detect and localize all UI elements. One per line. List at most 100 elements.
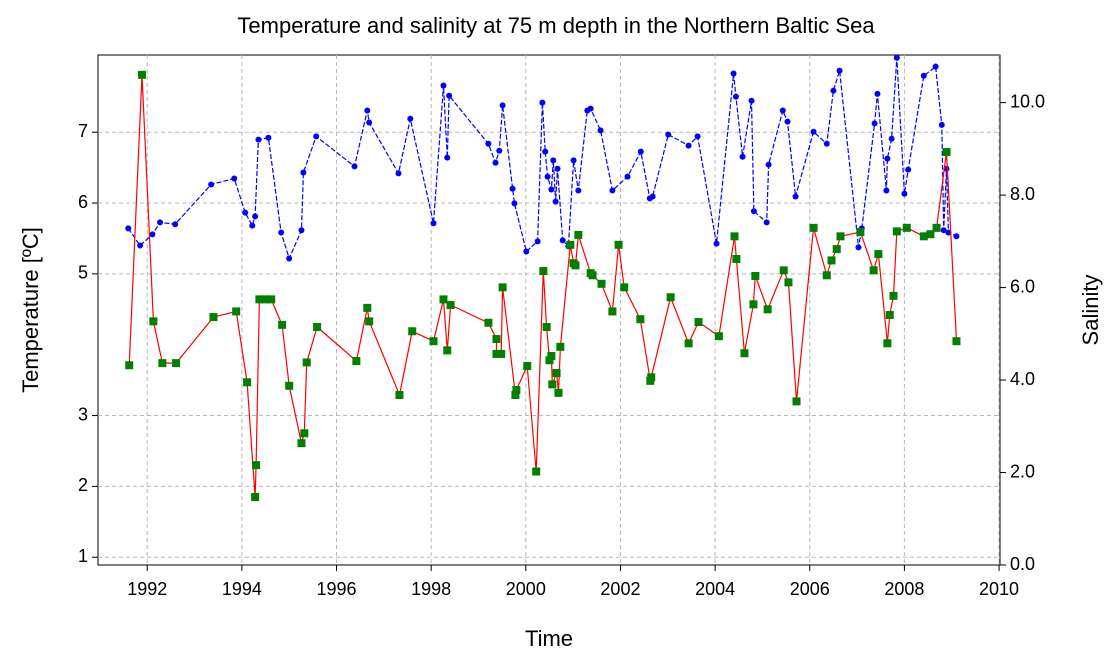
point [730,70,737,77]
point [300,169,307,176]
point [883,187,890,194]
point [446,92,453,99]
point [439,295,448,304]
point [298,227,305,234]
point [624,173,631,180]
point [588,271,597,280]
point [556,342,565,351]
point [252,461,261,470]
point [792,397,801,406]
point [750,208,757,215]
point [905,166,912,173]
point [684,339,693,348]
x-tick-label: 1992 [127,579,167,599]
point [137,242,144,249]
point [252,213,259,220]
point [509,185,516,192]
point [364,107,371,114]
point [156,219,163,226]
point [550,157,557,164]
point [869,266,878,275]
point [484,318,493,327]
point [492,159,499,166]
x-axis-label: Time [525,626,573,651]
point [492,349,501,358]
point [836,67,843,74]
point [649,193,656,200]
point [429,337,438,346]
point [511,391,520,399]
point [836,232,845,241]
point [902,223,911,232]
y2-tick-label: 6.0 [1010,276,1035,296]
point [685,142,692,149]
point [784,118,791,125]
point [539,99,546,106]
point [366,119,373,126]
point [694,133,701,140]
point [523,361,532,370]
point [926,230,935,239]
point [363,303,372,312]
point [779,266,788,275]
point [570,157,577,164]
point [871,120,878,127]
point [547,352,556,361]
point [485,140,492,147]
y-tick-label: 1 [78,546,88,566]
point [255,136,262,143]
point [559,237,566,244]
point [302,358,311,367]
x-tick-label: 1996 [316,579,356,599]
y2-axis-label: Salinity [1078,275,1103,346]
point [297,439,306,448]
point [544,173,551,180]
y2-tick-label: 2.0 [1010,461,1035,481]
point [313,323,322,331]
y2-tick-label: 8.0 [1010,184,1035,204]
point [267,295,276,304]
point [492,335,501,344]
point [243,378,252,387]
point [597,279,606,288]
point [919,232,928,241]
point [855,244,862,251]
x-tick-label: 2010 [979,579,1019,599]
point [209,313,218,322]
point [749,300,758,309]
point [261,295,270,304]
point [609,187,616,194]
point [534,238,541,245]
point [732,93,739,100]
point [945,229,952,236]
x-tick-label: 2006 [790,579,830,599]
point [300,429,309,438]
point [552,198,559,205]
point [810,128,817,135]
point [285,381,294,390]
point [940,227,947,234]
point [511,200,518,207]
point [430,220,437,227]
point [823,140,830,147]
point [395,170,402,177]
point [893,54,900,61]
point [242,209,249,216]
point [446,301,455,310]
point [856,228,865,237]
point [365,317,374,326]
point [496,147,503,154]
point [352,357,361,365]
point [809,223,818,232]
point [497,349,506,358]
y-tick-label: 7 [78,121,88,141]
point [231,175,238,182]
point [920,72,927,79]
point [313,133,320,140]
y-tick-label: 6 [78,192,88,212]
point [784,278,793,287]
point [647,373,656,382]
y2-tick-label: 10.0 [1010,91,1045,111]
point [278,229,285,236]
point [554,165,561,172]
